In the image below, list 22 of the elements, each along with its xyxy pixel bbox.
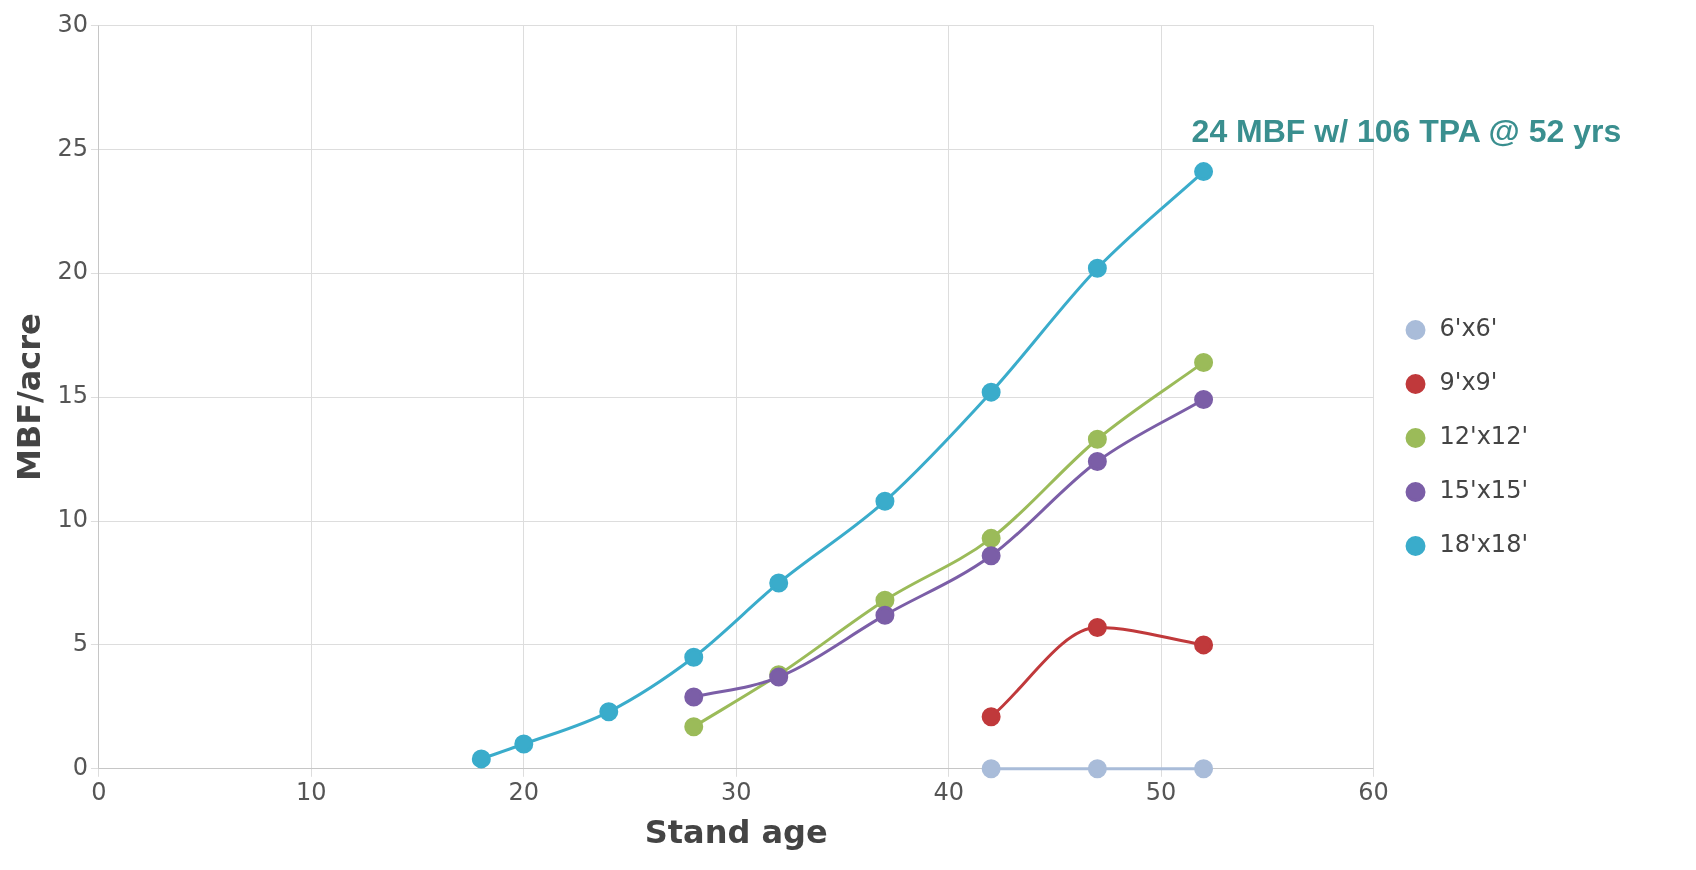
y-tick-label: 25 [57, 133, 88, 162]
legend-label: 12'x12' [1439, 422, 1529, 451]
y-tick-label: 0 [72, 753, 88, 782]
y-axis-title: MBF/acre [9, 313, 48, 482]
legend-label: 18'x18' [1439, 530, 1529, 559]
y-tick-label: 5 [72, 629, 88, 658]
x-tick-label: 0 [91, 778, 107, 807]
annotation: 24 MBF w/ 106 TPA @ 52 yrs [1191, 112, 1622, 149]
x-tick-label: 50 [1145, 778, 1177, 807]
x-tick-label: 60 [1358, 778, 1389, 807]
x-tick-label: 10 [296, 778, 327, 807]
x-tick-label: 30 [720, 778, 752, 807]
legend-label: 9'x9' [1439, 368, 1498, 397]
x-axis-title: Stand age [644, 813, 828, 852]
legend-label: 15'x15' [1439, 476, 1529, 505]
legend-label: 6'x6' [1439, 314, 1498, 343]
x-tick-label: 40 [933, 778, 964, 807]
y-tick-label: 15 [57, 381, 88, 410]
y-tick-label: 10 [57, 505, 88, 534]
y-tick-label: 20 [57, 257, 88, 286]
y-tick-label: 30 [57, 9, 88, 38]
x-tick-label: 20 [508, 778, 540, 807]
